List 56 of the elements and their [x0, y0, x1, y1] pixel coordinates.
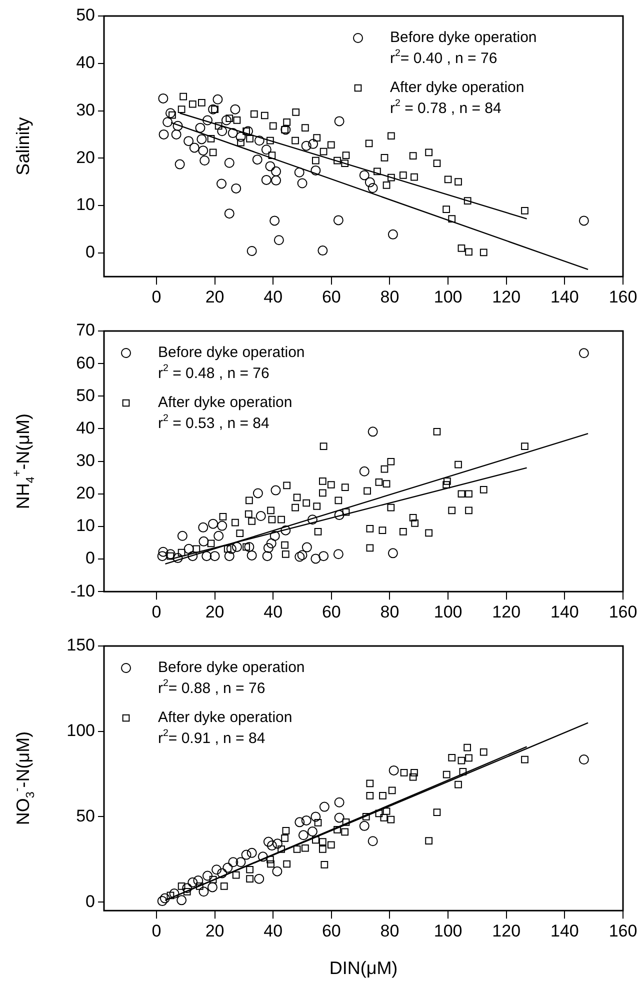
y-tick-label: 50 — [76, 6, 95, 25]
legend-label: Before dyke operation — [158, 344, 305, 362]
x-tick-label: 20 — [205, 602, 224, 622]
y-axis-title: NH4+-N(μM) — [10, 413, 38, 510]
y-tick-label: 10 — [76, 516, 95, 536]
y-tick-label: 0 — [86, 892, 95, 911]
y-tick-label: 20 — [76, 484, 95, 503]
x-tick-label: 0 — [152, 287, 162, 306]
x-tick-label: 120 — [492, 287, 521, 306]
y-tick-label: 60 — [76, 353, 95, 372]
y-tick-label: 50 — [76, 386, 95, 405]
x-tick-label: 80 — [380, 921, 400, 940]
y-tick-label: 20 — [76, 148, 95, 167]
y-tick-label: 70 — [76, 320, 95, 340]
x-tick-label: 60 — [322, 287, 341, 306]
y-tick-label: 0 — [86, 548, 95, 568]
legend-label: After dyke operation — [390, 79, 524, 96]
y-tick-label: 30 — [76, 450, 95, 470]
legend-label: After dyke operation — [158, 394, 292, 412]
x-tick-label: 20 — [205, 287, 224, 306]
x-tick-label: 40 — [264, 921, 283, 940]
x-tick-label: 160 — [608, 287, 638, 306]
x-tick-label: 80 — [380, 602, 400, 622]
x-tick-label: 40 — [264, 602, 283, 622]
y-tick-label: 10 — [76, 195, 95, 214]
y-tick-label: -10 — [70, 581, 95, 600]
x-tick-label: 100 — [434, 921, 462, 940]
x-tick-label: 80 — [380, 287, 400, 306]
y-tick-label: 40 — [76, 53, 95, 72]
y-tick-label: 30 — [76, 100, 95, 120]
y-axis-title: NO3--N(μM) — [10, 731, 38, 826]
x-tick-label: 0 — [152, 921, 162, 940]
x-tick-label: 60 — [322, 602, 341, 622]
x-tick-label: 40 — [264, 287, 283, 306]
x-tick-label: 0 — [152, 602, 162, 622]
x-axis-title: DIN(μM) — [329, 958, 398, 978]
x-tick-label: 160 — [608, 602, 638, 622]
legend-label: Before dyke operation — [390, 29, 537, 46]
x-tick-label: 140 — [550, 287, 579, 306]
y-tick-label: 100 — [66, 721, 95, 740]
y-tick-label: 150 — [66, 636, 95, 655]
x-tick-label: 60 — [322, 921, 341, 940]
x-tick-label: 100 — [434, 287, 462, 306]
y-tick-label: 40 — [76, 418, 95, 438]
y-tick-label: 50 — [76, 806, 95, 826]
x-tick-label: 140 — [550, 602, 579, 622]
x-tick-label: 160 — [608, 921, 638, 940]
legend-label: Before dyke operation — [158, 659, 305, 676]
x-tick-label: 140 — [550, 921, 579, 940]
y-tick-label: 0 — [86, 242, 95, 262]
x-tick-label: 120 — [492, 602, 521, 622]
x-tick-label: 100 — [434, 602, 462, 622]
x-tick-label: 120 — [492, 921, 521, 940]
legend-label: After dyke operation — [158, 709, 292, 726]
y-axis-title: Salinity — [12, 117, 33, 176]
x-tick-label: 20 — [205, 921, 224, 940]
